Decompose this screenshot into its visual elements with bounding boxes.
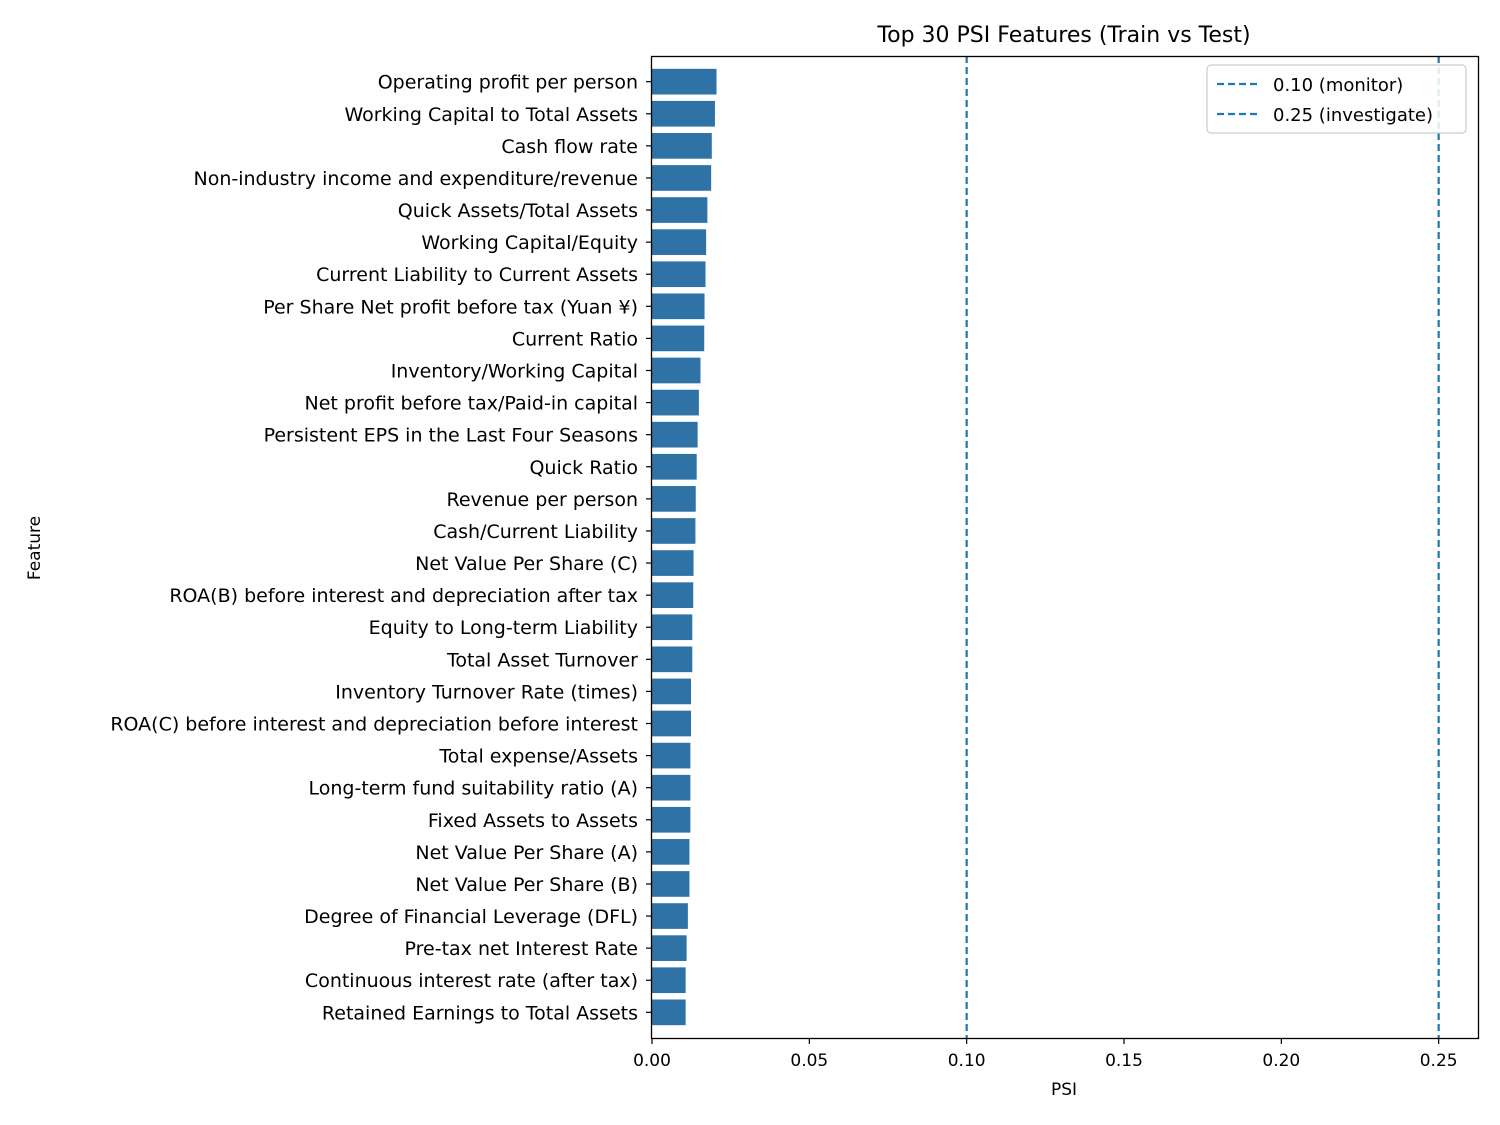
y-tick-label: ROA(C) before interest and depreciation …: [110, 714, 638, 736]
bar: [652, 325, 705, 352]
bar: [652, 261, 706, 288]
bar: [652, 453, 697, 480]
y-tick-label: Net Value Per Share (B): [415, 874, 638, 896]
bar: [652, 999, 686, 1026]
y-tick-label: Inventory Turnover Rate (times): [335, 681, 638, 703]
y-tick-label: Inventory/Working Capital: [391, 360, 638, 382]
x-ticks: 0.00 0.05 0.10 0.15 0.20 0.25: [633, 1038, 1458, 1071]
y-tick-label: Pre-tax net Interest Rate: [405, 938, 638, 960]
y-tick-label: Long-term fund suitability ratio (A): [309, 778, 639, 800]
y-tick-label: Current Liability to Current Assets: [316, 264, 638, 286]
legend-label: 0.10 (monitor): [1273, 75, 1403, 96]
y-tick-label: Cash/Current Liability: [433, 521, 638, 543]
y-tick-label: Revenue per person: [446, 489, 638, 511]
bar: [652, 774, 691, 801]
bar: [652, 389, 699, 416]
y-tick-label: Operating profit per person: [378, 72, 638, 94]
bar: [652, 293, 705, 320]
x-tick-label: 0.10: [948, 1051, 986, 1071]
y-tick-label: Retained Earnings to Total Assets: [322, 1002, 638, 1024]
y-tick-label: Net Value Per Share (A): [415, 842, 638, 864]
y-axis-label: Feature: [25, 516, 45, 580]
bar: [652, 678, 692, 705]
bar: [652, 486, 696, 512]
legend-entries: 0.10 (monitor) 0.25 (investigate): [1217, 75, 1433, 126]
y-tick-label: Total expense/Assets: [438, 746, 638, 768]
legend-box: [1206, 64, 1467, 134]
bar: [652, 935, 687, 961]
y-tick-label: Total Asset Turnover: [446, 649, 638, 671]
bar: [652, 839, 690, 865]
reference-lines: [965, 56, 1440, 1038]
y-tick-label: ROA(B) before interest and depreciation …: [169, 585, 638, 607]
bar: [652, 742, 691, 769]
bar: [652, 165, 712, 191]
bar: [652, 871, 690, 897]
y-tick-label: Persistent EPS in the Last Four Seasons: [264, 425, 638, 447]
y-tick-label: Quick Assets/Total Assets: [398, 200, 638, 222]
y-tick-label: Working Capital to Total Assets: [344, 104, 638, 126]
bar: [652, 710, 692, 737]
legend-label: 0.25 (investigate): [1273, 105, 1433, 126]
bar: [652, 550, 694, 576]
bar: [652, 614, 693, 641]
y-tick-label: Fixed Assets to Assets: [428, 810, 638, 832]
bar: [652, 582, 694, 608]
y-tick-label: Degree of Financial Leverage (DFL): [304, 906, 638, 928]
y-tick-label: Non-industry income and expenditure/reve…: [193, 168, 638, 190]
y-tick-label: Continuous interest rate (after tax): [305, 970, 638, 992]
legend: 0.10 (monitor) 0.25 (investigate): [1206, 64, 1467, 134]
y-tick-label: Net profit before tax/Paid-in capital: [305, 393, 638, 415]
x-tick-label: 0.05: [790, 1051, 828, 1071]
y-tick-label: Working Capital/Equity: [421, 232, 638, 254]
bar: [652, 806, 691, 833]
bar: [652, 357, 701, 384]
bar: [652, 421, 698, 448]
x-tick-label: 0.00: [633, 1051, 671, 1071]
bar: [652, 646, 693, 673]
chart-title: Top 30 PSI Features (Train vs Test): [876, 23, 1250, 48]
bar: [652, 967, 686, 994]
x-tick-label: 0.25: [1420, 1051, 1458, 1071]
y-tick-labels: Operating profit per person Working Capit…: [110, 72, 652, 1024]
y-tick-label: Current Ratio: [512, 328, 638, 350]
bar-group: [652, 68, 717, 1026]
y-tick-label: Per Share Net profit before tax (Yuan ¥): [263, 296, 638, 318]
plot-frame: [650, 55, 1480, 1040]
bar: [652, 100, 715, 127]
bar: [652, 518, 696, 544]
y-tick-label: Net Value Per Share (C): [415, 553, 638, 575]
bar: [652, 133, 712, 159]
y-tick-label: Equity to Long-term Liability: [369, 617, 638, 639]
x-axis-label: PSI: [1051, 1080, 1077, 1100]
bar: [652, 68, 717, 95]
x-tick-label: 0.15: [1105, 1051, 1143, 1071]
x-tick-label: 0.20: [1262, 1051, 1300, 1071]
bar: [652, 197, 708, 223]
y-tick-label: Cash flow rate: [501, 136, 638, 158]
bar: [652, 903, 688, 929]
y-tick-label: Quick Ratio: [529, 457, 638, 479]
bar: [652, 229, 707, 255]
